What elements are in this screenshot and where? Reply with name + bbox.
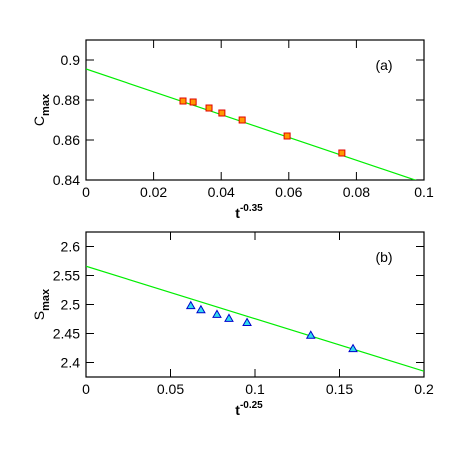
point: [348, 343, 358, 353]
y-label-sub: max: [40, 288, 52, 311]
point: [224, 313, 234, 322]
x-tick-label: 0: [82, 381, 90, 397]
y-tick-label: 2.6: [61, 239, 81, 255]
point: [205, 104, 213, 112]
x-label-base: t: [235, 402, 240, 418]
point: [283, 132, 291, 140]
point: [218, 109, 226, 117]
point: [338, 149, 346, 157]
y-tick-label: 0.88: [53, 92, 80, 108]
x-tick-label: 0.02: [140, 184, 167, 200]
x-tick-label: 0.06: [275, 184, 302, 200]
point: [179, 97, 187, 105]
fit-line: [86, 265, 424, 372]
panel: 0 0.05 0.1 0.15 0.2 2.4 2.45 2.5 2.55 2.6 (b) t-0.2…: [31, 231, 434, 418]
x-axis-label: t-0.25: [235, 400, 263, 418]
x-label-sup: -0.25: [240, 400, 263, 411]
y-tick-label: 2.45: [53, 326, 80, 342]
plot-frame: [85, 39, 425, 181]
x-tick-label: 0: [82, 184, 90, 200]
x-tick-label: 0.1: [414, 184, 434, 200]
y-label-base: C: [31, 116, 47, 126]
x-axis-label: t-0.35: [235, 203, 263, 221]
y-tick-label: 0.86: [53, 132, 80, 148]
point: [238, 116, 246, 124]
annotation: (b): [375, 249, 392, 265]
x-label-base: t: [235, 205, 240, 221]
point: [242, 317, 252, 326]
point: [305, 330, 316, 339]
y-tick-label: 0.84: [53, 172, 80, 188]
x-tick-label: 0.15: [326, 381, 353, 397]
y-tick-label: 2.4: [61, 355, 81, 371]
x-tick-label: 0.05: [157, 381, 184, 397]
y-tick-label: 2.5: [61, 297, 81, 313]
x-tick-label: 0.2: [414, 381, 434, 397]
point: [196, 304, 206, 314]
y-axis-label: Cmax: [31, 93, 52, 126]
y-tick-label: 0.9: [61, 52, 81, 68]
x-tick-label: 0.04: [208, 184, 235, 200]
x-label-sup: -0.35: [240, 203, 263, 214]
fit-line: [86, 68, 417, 180]
y-label-sub: max: [40, 93, 52, 116]
point: [212, 309, 222, 318]
point: [185, 300, 196, 310]
point: [189, 98, 197, 106]
x-tick-label: 0.1: [245, 381, 265, 397]
y-tick-label: 2.55: [53, 268, 80, 284]
x-tick-label: 0.08: [343, 184, 370, 200]
panel: 0 0.02 0.04 0.06 0.08 0.1 0.84 0.86 0.88 0.9 (a) t-…: [31, 39, 434, 221]
y-axis-label: Smax: [31, 288, 52, 320]
y-label-base: S: [31, 311, 47, 320]
annotation: (a): [375, 57, 392, 73]
